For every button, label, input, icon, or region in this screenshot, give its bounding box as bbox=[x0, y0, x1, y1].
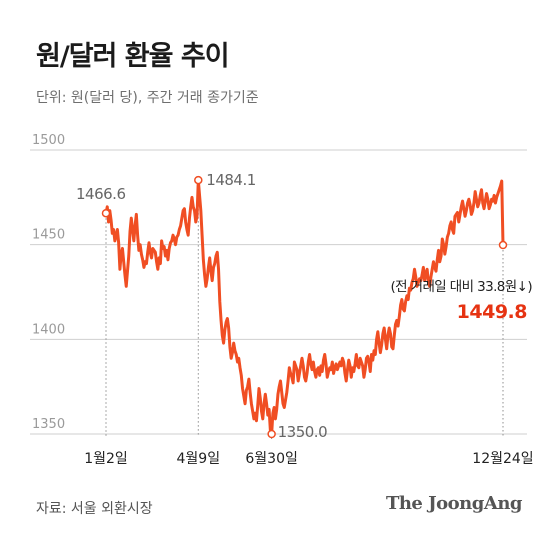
annotation-change: (전 거래일 대비 33.8원↓) bbox=[390, 279, 532, 295]
marker-last bbox=[498, 240, 508, 250]
marker-low bbox=[267, 429, 276, 439]
rate-line bbox=[104, 178, 505, 436]
y-tick-label-1350: 1350 bbox=[32, 417, 65, 432]
chart-title: 원/달러 환율 추이 bbox=[36, 41, 230, 72]
y-tick-label-1450: 1450 bbox=[32, 228, 65, 243]
annotation-last: 1449.8 bbox=[457, 301, 528, 323]
annotation-high: 1484.1 bbox=[206, 171, 256, 189]
y-tick-label-1400: 1400 bbox=[32, 322, 65, 337]
chart-subtitle: 단위: 원(달러 당), 주간 거래 종가기준 bbox=[36, 90, 259, 106]
annotation-start: 1466.6 bbox=[76, 185, 126, 203]
marker-start bbox=[101, 208, 111, 218]
x-tick-label-3: 12월24일 bbox=[472, 451, 533, 467]
y-tick-label-1500: 1500 bbox=[32, 133, 65, 148]
annotation-low: 1350.0 bbox=[278, 423, 328, 441]
x-tick-label-1: 4월9일 bbox=[177, 451, 221, 467]
marker-high bbox=[194, 175, 203, 185]
x-tick-label-2: 6월30일 bbox=[245, 451, 297, 467]
source-note: 자료: 서울 외환시장 bbox=[36, 501, 153, 517]
brand-logo: The JoongAng bbox=[385, 493, 523, 514]
x-tick-label-0: 1월2일 bbox=[84, 451, 128, 467]
